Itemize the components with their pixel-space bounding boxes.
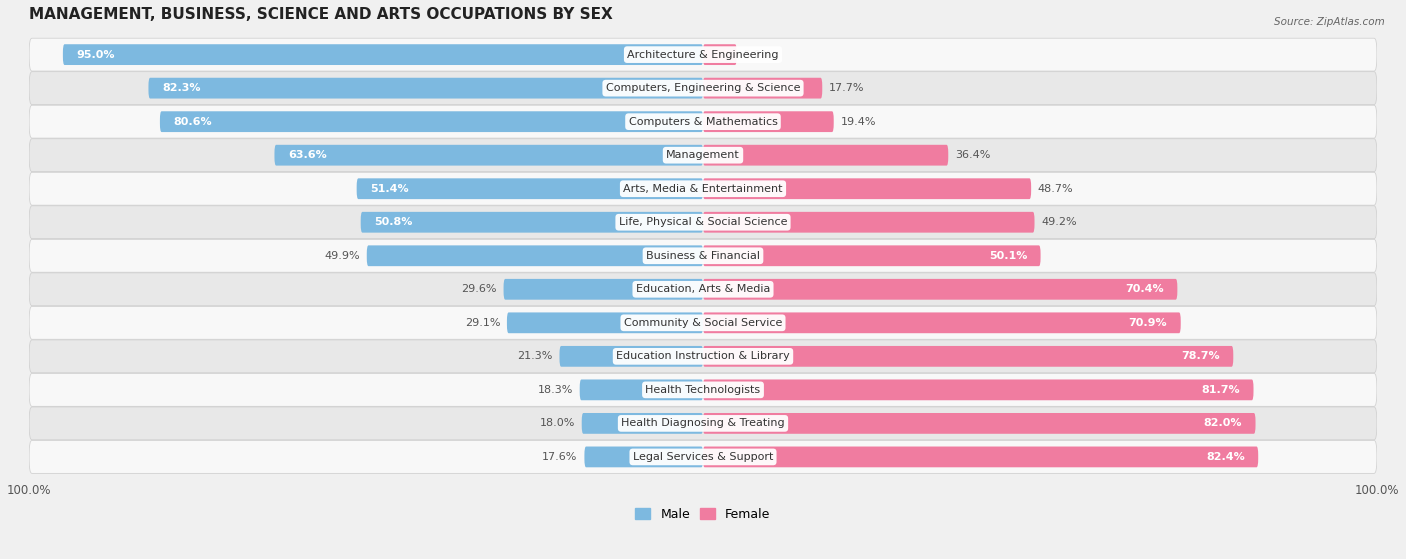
FancyBboxPatch shape <box>503 279 703 300</box>
Text: 70.4%: 70.4% <box>1125 285 1164 294</box>
FancyBboxPatch shape <box>30 72 1376 105</box>
Text: Business & Financial: Business & Financial <box>645 251 761 260</box>
Text: 18.0%: 18.0% <box>540 418 575 428</box>
Text: 5.0%: 5.0% <box>744 50 772 60</box>
Text: Health Diagnosing & Treating: Health Diagnosing & Treating <box>621 418 785 428</box>
Text: 95.0%: 95.0% <box>76 50 115 60</box>
Text: Arts, Media & Entertainment: Arts, Media & Entertainment <box>623 184 783 194</box>
FancyBboxPatch shape <box>30 340 1376 373</box>
FancyBboxPatch shape <box>30 273 1376 306</box>
FancyBboxPatch shape <box>703 178 1031 199</box>
Text: Education Instruction & Library: Education Instruction & Library <box>616 352 790 361</box>
FancyBboxPatch shape <box>30 306 1376 339</box>
FancyBboxPatch shape <box>703 78 823 98</box>
Text: 36.4%: 36.4% <box>955 150 990 160</box>
Text: 49.9%: 49.9% <box>325 251 360 260</box>
FancyBboxPatch shape <box>703 447 1258 467</box>
Text: 18.3%: 18.3% <box>537 385 574 395</box>
Text: 50.8%: 50.8% <box>374 217 412 228</box>
FancyBboxPatch shape <box>30 139 1376 172</box>
FancyBboxPatch shape <box>585 447 703 467</box>
Text: Computers & Mathematics: Computers & Mathematics <box>628 117 778 127</box>
Text: Health Technologists: Health Technologists <box>645 385 761 395</box>
FancyBboxPatch shape <box>703 279 1177 300</box>
Text: 70.9%: 70.9% <box>1129 318 1167 328</box>
Text: 19.4%: 19.4% <box>841 117 876 127</box>
FancyBboxPatch shape <box>30 373 1376 406</box>
FancyBboxPatch shape <box>703 212 1035 233</box>
Text: 80.6%: 80.6% <box>173 117 212 127</box>
FancyBboxPatch shape <box>560 346 703 367</box>
FancyBboxPatch shape <box>361 212 703 233</box>
FancyBboxPatch shape <box>30 407 1376 440</box>
FancyBboxPatch shape <box>149 78 703 98</box>
FancyBboxPatch shape <box>579 380 703 400</box>
Text: 82.0%: 82.0% <box>1204 418 1241 428</box>
Text: 29.6%: 29.6% <box>461 285 496 294</box>
FancyBboxPatch shape <box>703 44 737 65</box>
FancyBboxPatch shape <box>703 380 1254 400</box>
FancyBboxPatch shape <box>703 245 1040 266</box>
Text: Life, Physical & Social Science: Life, Physical & Social Science <box>619 217 787 228</box>
Text: 17.7%: 17.7% <box>830 83 865 93</box>
FancyBboxPatch shape <box>508 312 703 333</box>
FancyBboxPatch shape <box>30 440 1376 473</box>
Text: Education, Arts & Media: Education, Arts & Media <box>636 285 770 294</box>
Text: 48.7%: 48.7% <box>1038 184 1074 194</box>
Text: 82.3%: 82.3% <box>162 83 201 93</box>
FancyBboxPatch shape <box>703 413 1256 434</box>
Text: Source: ZipAtlas.com: Source: ZipAtlas.com <box>1274 17 1385 27</box>
Text: 81.7%: 81.7% <box>1201 385 1240 395</box>
Text: Community & Social Service: Community & Social Service <box>624 318 782 328</box>
FancyBboxPatch shape <box>30 206 1376 239</box>
Text: Computers, Engineering & Science: Computers, Engineering & Science <box>606 83 800 93</box>
Text: 21.3%: 21.3% <box>517 352 553 361</box>
Text: 51.4%: 51.4% <box>370 184 409 194</box>
Text: 49.2%: 49.2% <box>1042 217 1077 228</box>
FancyBboxPatch shape <box>367 245 703 266</box>
FancyBboxPatch shape <box>160 111 703 132</box>
Text: 63.6%: 63.6% <box>288 150 326 160</box>
FancyBboxPatch shape <box>703 346 1233 367</box>
Text: Architecture & Engineering: Architecture & Engineering <box>627 50 779 60</box>
FancyBboxPatch shape <box>30 38 1376 71</box>
Text: MANAGEMENT, BUSINESS, SCIENCE AND ARTS OCCUPATIONS BY SEX: MANAGEMENT, BUSINESS, SCIENCE AND ARTS O… <box>30 7 613 22</box>
Text: 82.4%: 82.4% <box>1206 452 1244 462</box>
FancyBboxPatch shape <box>274 145 703 165</box>
FancyBboxPatch shape <box>63 44 703 65</box>
Text: Management: Management <box>666 150 740 160</box>
FancyBboxPatch shape <box>30 172 1376 205</box>
FancyBboxPatch shape <box>703 312 1181 333</box>
FancyBboxPatch shape <box>703 111 834 132</box>
Text: 78.7%: 78.7% <box>1181 352 1220 361</box>
FancyBboxPatch shape <box>357 178 703 199</box>
FancyBboxPatch shape <box>703 145 948 165</box>
Text: Legal Services & Support: Legal Services & Support <box>633 452 773 462</box>
FancyBboxPatch shape <box>30 239 1376 272</box>
Text: 50.1%: 50.1% <box>988 251 1028 260</box>
Text: 29.1%: 29.1% <box>465 318 501 328</box>
FancyBboxPatch shape <box>30 105 1376 138</box>
Text: 17.6%: 17.6% <box>543 452 578 462</box>
Legend: Male, Female: Male, Female <box>630 503 776 526</box>
FancyBboxPatch shape <box>582 413 703 434</box>
